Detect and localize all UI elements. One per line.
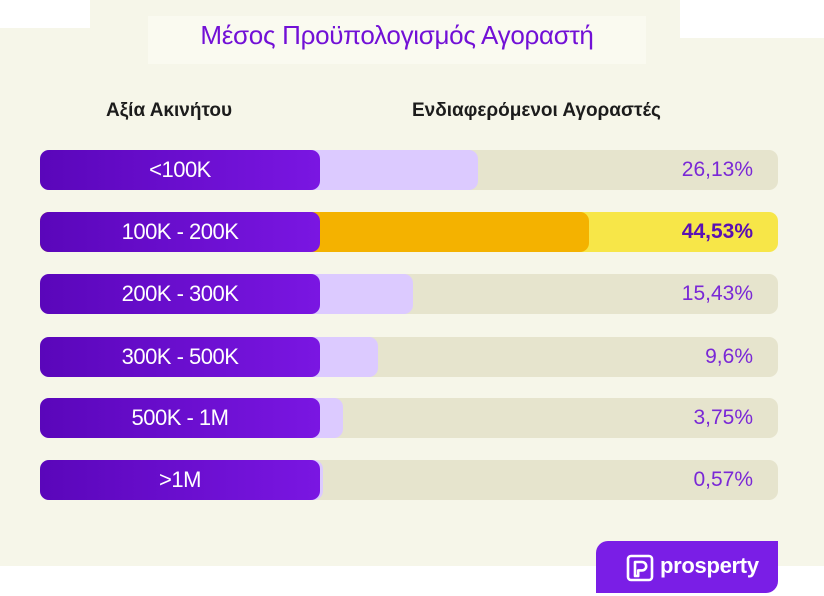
corner-decoration <box>0 0 90 28</box>
value-label: 44,53% <box>681 220 753 243</box>
bar-row: 100K - 200K 44,53% <box>40 212 778 252</box>
chart-title: Μέσος Προϋπολογισμός Αγοραστή <box>200 20 594 50</box>
column-header-property-value: Αξία Ακινήτου <box>106 100 233 121</box>
value-label: 9,6% <box>705 345 753 368</box>
bar-row: >1M 0,57% <box>40 460 778 500</box>
bar-row: 300K - 500K 9,6% <box>40 337 778 377</box>
brand-name: prosperty <box>660 553 759 578</box>
category-label: 200K - 300K <box>40 274 320 314</box>
value-label: 26,13% <box>681 158 753 181</box>
column-header-interested-buyers: Ενδιαφερόμενοι Αγοραστές <box>412 100 661 121</box>
corner-decoration <box>680 0 824 38</box>
category-label: 300K - 500K <box>40 337 320 377</box>
bar-row: <100K 26,13% <box>40 150 778 190</box>
brand-logo: prosperty <box>596 541 778 593</box>
category-label: 500K - 1M <box>40 398 320 438</box>
category-label: 100K - 200K <box>40 212 320 252</box>
category-label: >1M <box>40 460 320 500</box>
title-background <box>148 16 646 64</box>
bar-row: 200K - 300K 15,43% <box>40 274 778 314</box>
value-label: 15,43% <box>681 282 753 305</box>
bar-row: 500K - 1M 3,75% <box>40 398 778 438</box>
value-label: 3,75% <box>693 406 753 429</box>
prosperty-logo-icon <box>626 554 654 582</box>
category-label: <100K <box>40 150 320 190</box>
value-label: 0,57% <box>693 468 753 491</box>
